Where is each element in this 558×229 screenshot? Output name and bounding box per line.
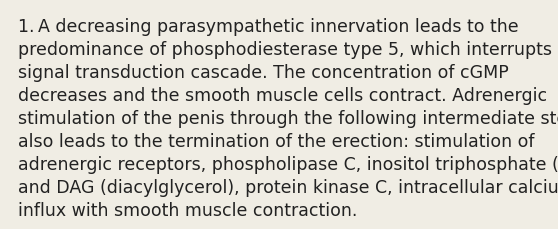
Text: predominance of phosphodiesterase type 5, which interrupts the: predominance of phosphodiesterase type 5… <box>18 41 558 59</box>
Text: stimulation of the penis through the following intermediate steps: stimulation of the penis through the fol… <box>18 109 558 128</box>
Text: also leads to the termination of the erection: stimulation of: also leads to the termination of the ere… <box>18 132 535 150</box>
Text: adrenergic receptors, phospholipase C, inositol triphosphate (IP3): adrenergic receptors, phospholipase C, i… <box>18 155 558 173</box>
Text: decreases and the smooth muscle cells contract. Adrenergic: decreases and the smooth muscle cells co… <box>18 87 547 105</box>
Text: influx with smooth muscle contraction.: influx with smooth muscle contraction. <box>18 201 357 219</box>
Text: 1. A decreasing parasympathetic innervation leads to the: 1. A decreasing parasympathetic innervat… <box>18 18 518 36</box>
Text: signal transduction cascade. The concentration of cGMP: signal transduction cascade. The concent… <box>18 64 509 82</box>
Text: and DAG (diacylglycerol), protein kinase C, intracellular calcium: and DAG (diacylglycerol), protein kinase… <box>18 178 558 196</box>
